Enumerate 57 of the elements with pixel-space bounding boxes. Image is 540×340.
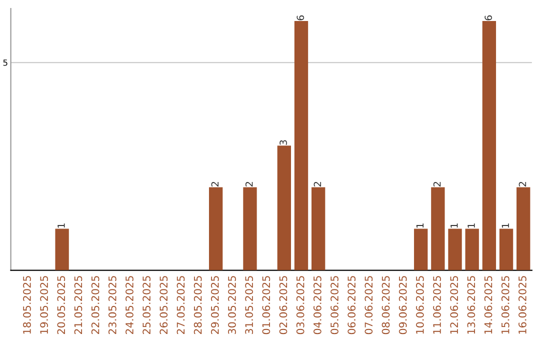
bar <box>516 187 530 270</box>
bar <box>431 187 445 270</box>
data-label: 3 <box>280 140 287 145</box>
x-tick-label: 14.06.2025 <box>484 276 492 334</box>
bar <box>465 228 479 270</box>
x-tick-label: 30.05.2025 <box>228 276 236 334</box>
bar <box>414 228 428 270</box>
x-tick-label: 11.06.2025 <box>433 276 441 334</box>
data-label: 1 <box>502 223 509 228</box>
x-tick-label: 15.06.2025 <box>501 276 510 334</box>
x-tick-label: 27.05.2025 <box>176 276 185 334</box>
x-tick-label: 03.06.2025 <box>296 276 304 334</box>
x-tick-label: 31.05.2025 <box>245 276 254 334</box>
data-label: 2 <box>433 182 441 186</box>
x-tick-label: 28.05.2025 <box>194 276 202 334</box>
y-tick-label: 5 <box>3 60 8 66</box>
bar <box>277 146 291 270</box>
data-label: 2 <box>518 182 526 186</box>
x-tick-label: 23.05.2025 <box>108 276 116 334</box>
bar <box>448 228 462 270</box>
x-tick-label: 01.06.2025 <box>262 276 270 334</box>
x-tick-label: 25.05.2025 <box>142 276 151 334</box>
x-tick-label: 13.06.2025 <box>467 276 476 334</box>
x-tick-label: 19.05.2025 <box>40 276 48 334</box>
x-tick-label: 05.06.2025 <box>330 276 338 334</box>
x-tick-label: 09.06.2025 <box>398 276 407 334</box>
bar <box>482 20 496 270</box>
data-label: 2 <box>245 182 253 186</box>
x-tick-label: 16.06.2025 <box>518 276 526 334</box>
x-tick-label: 07.06.2025 <box>364 276 373 334</box>
x-tick-label: 29.05.2025 <box>210 276 219 334</box>
data-label: 6 <box>296 15 304 20</box>
bar <box>312 187 326 270</box>
x-tick-label: 08.06.2025 <box>382 276 390 334</box>
x-tick-label: 21.05.2025 <box>74 276 82 334</box>
x-tick-label: 20.05.2025 <box>57 276 66 334</box>
x-tick-label: 22.05.2025 <box>91 276 100 334</box>
x-tick-label: 26.05.2025 <box>160 276 168 334</box>
bar <box>243 187 257 270</box>
data-label: 1 <box>416 223 424 228</box>
data-label: 2 <box>211 182 219 186</box>
data-label: 2 <box>314 182 322 186</box>
x-tick-label: 12.06.2025 <box>450 276 458 334</box>
data-label: 1 <box>450 223 458 228</box>
data-label: 1 <box>468 223 475 228</box>
x-tick-label: 18.05.2025 <box>23 276 31 334</box>
bar <box>208 187 223 270</box>
x-tick-label: 06.06.2025 <box>348 276 356 334</box>
x-tick-label: 10.06.2025 <box>416 276 424 334</box>
data-label: 1 <box>58 223 65 228</box>
x-tick-label: 24.05.2025 <box>126 276 134 334</box>
x-tick-label: 04.06.2025 <box>313 276 322 334</box>
bar <box>294 20 308 270</box>
x-tick-label: 02.06.2025 <box>279 276 288 334</box>
bar <box>55 228 69 270</box>
data-label: 6 <box>484 15 492 20</box>
bar <box>499 228 514 270</box>
